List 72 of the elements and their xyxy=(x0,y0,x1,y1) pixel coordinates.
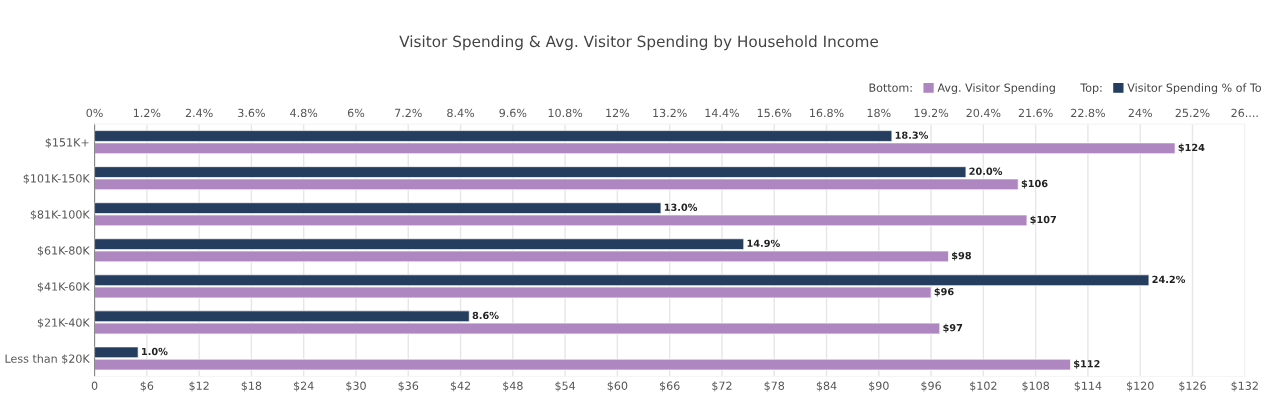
x-tick-label: $78 xyxy=(764,381,785,392)
x2-tick-label: 16.8% xyxy=(810,108,844,118)
x2-tick-label: 18% xyxy=(867,108,891,118)
data-label: 14.9% xyxy=(747,239,780,247)
x2-tick-label: 10.8% xyxy=(548,108,583,118)
x2-tick-label: 9.6% xyxy=(499,108,527,118)
data-label: 1.0% xyxy=(142,347,168,356)
data-label: 8.6% xyxy=(472,311,499,320)
x2-tick-label: 14.4% xyxy=(705,108,739,118)
x-tick-label: $24 xyxy=(294,381,314,392)
x-tick-label: $42 xyxy=(450,381,471,392)
chart-title: Visitor Spending & Avg. Visitor Spending by Household Income xyxy=(399,35,879,51)
y-tick-label: $101K-150K xyxy=(23,173,90,185)
x2-tick-label: 3.6% xyxy=(238,108,265,118)
x-tick-label: $90 xyxy=(869,381,889,392)
x-tick-label: $6 xyxy=(140,381,154,392)
x-tick-label: $66 xyxy=(659,381,680,392)
data-label: 18.3% xyxy=(895,131,929,139)
x-tick-label: $96 xyxy=(921,381,941,392)
legend-label: Avg. Visitor Spending xyxy=(937,83,1055,95)
text: Top: xyxy=(1080,83,1102,95)
x-tick-label: $132 xyxy=(1231,381,1258,392)
y-tick-label: $151K+ xyxy=(45,137,89,149)
data-label: $96 xyxy=(934,287,954,297)
x2-tick-label: 21.6% xyxy=(1018,108,1053,118)
x-tick-label: 0 xyxy=(91,381,98,390)
x-tick-label: $102 xyxy=(970,381,997,392)
data-label: $98 xyxy=(952,251,971,261)
x-tick-label: $60 xyxy=(607,381,628,392)
x2-tick-label: 8.4% xyxy=(447,108,475,118)
data-label: 20.0% xyxy=(969,167,1003,175)
data-label: $107 xyxy=(1030,215,1056,225)
data-label: 24.2% xyxy=(1152,275,1186,284)
y-tick-label: $61K-80K xyxy=(37,246,90,257)
x-tick-label: $126 xyxy=(1179,381,1206,392)
data-label: $124 xyxy=(1178,143,1205,153)
data-label: $106 xyxy=(1021,179,1048,189)
x-tick-label: $12 xyxy=(189,381,209,392)
x2-tick-label: 20.4% xyxy=(966,108,1001,118)
data-label: $112 xyxy=(1074,359,1100,369)
x-tick-label: $114 xyxy=(1074,381,1102,392)
legend-label: Visitor Spending % of To xyxy=(1127,83,1261,95)
x2-tick-label: 1.2% xyxy=(133,108,161,118)
x2-tick-label: 22.8% xyxy=(1071,108,1105,118)
y-tick-label: $21K-40K xyxy=(37,318,90,329)
x2-tick-label: 15.6% xyxy=(757,108,792,118)
x-tick-label: $30 xyxy=(346,381,366,392)
x2-tick-label: 19.2% xyxy=(914,108,949,118)
x-tick-label: $108 xyxy=(1022,381,1050,392)
y-tick-label: $81K-100K xyxy=(30,210,90,221)
x2-tick-label: 6% xyxy=(347,108,365,118)
x2-tick-label: 26.... xyxy=(1231,108,1258,118)
data-label: $97 xyxy=(943,323,963,333)
x-tick-label: $120 xyxy=(1126,381,1154,392)
x-tick-label: $48 xyxy=(503,381,523,392)
x-tick-label: $36 xyxy=(398,381,419,392)
x-tick-label: $18 xyxy=(241,381,262,392)
y-tick-label: Less than $20K xyxy=(5,354,90,365)
text: Bottom: xyxy=(869,83,912,92)
data-label: 13.0% xyxy=(664,203,698,211)
x2-tick-label: 25.2% xyxy=(1175,108,1210,118)
x2-tick-label: 2.4% xyxy=(185,108,213,118)
x2-tick-label: 24% xyxy=(1128,108,1152,118)
x2-tick-label: 4.8% xyxy=(290,108,318,118)
x2-tick-label: 12% xyxy=(606,108,630,118)
y-tick-label: $41K-60K xyxy=(37,282,90,293)
x2-tick-label: 13.2% xyxy=(653,108,687,118)
x-tick-label: $72 xyxy=(712,381,732,392)
x-tick-label: $54 xyxy=(555,381,576,392)
x-tick-label: $84 xyxy=(816,381,837,392)
x2-tick-label: 0% xyxy=(86,108,103,118)
x2-tick-label: 7.2% xyxy=(395,108,422,118)
